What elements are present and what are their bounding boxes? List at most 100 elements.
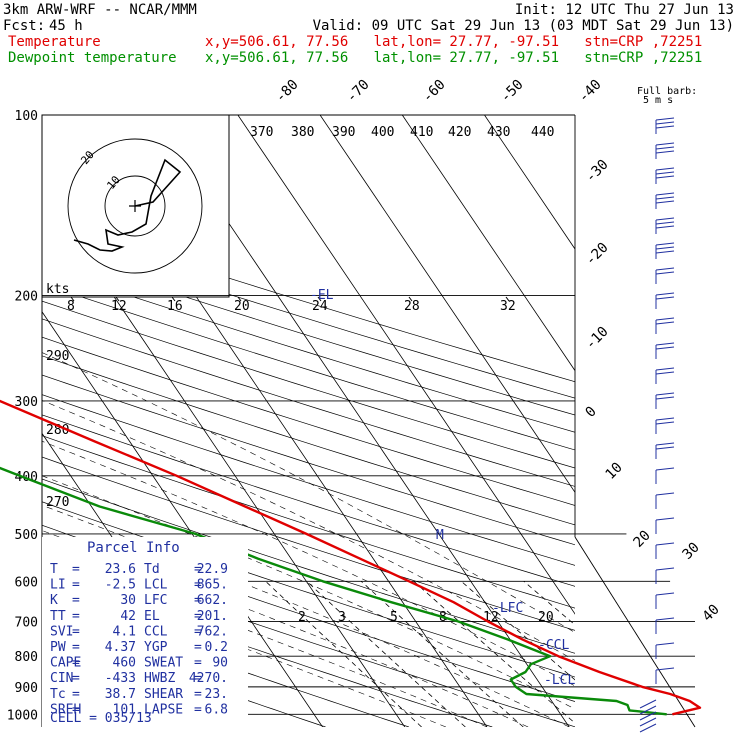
- dry-adiabat: [42, 283, 575, 451]
- mixing-ratio-label: 3: [338, 610, 346, 625]
- wind-barb: [655, 267, 675, 284]
- wind-barb-low: [639, 723, 657, 733]
- wind-scale-label: 28: [404, 299, 420, 314]
- wind-barb-flag: [655, 592, 675, 596]
- model-title: 3km ARW-WRF -- NCAR/MMM: [3, 2, 197, 18]
- wind-barb-flag: [655, 421, 675, 425]
- parcel-equals: =: [194, 624, 202, 639]
- parcel-param-name: HWBZ: [144, 671, 175, 686]
- parcel-equals: =: [72, 671, 80, 686]
- parcel-equals: =: [194, 671, 202, 686]
- wind-barb-flag: [655, 225, 675, 229]
- isotherm-label: 40: [700, 602, 723, 625]
- wind-barb: [655, 342, 675, 359]
- wind-barbs: Full barb:5 m s: [637, 86, 697, 733]
- moist-adiabat: [42, 504, 570, 727]
- wind-barb: [655, 492, 675, 509]
- parcel-param-value: 42: [120, 609, 136, 624]
- wind-barb-flag: [655, 167, 675, 171]
- isotherm-label: 0: [583, 404, 600, 421]
- wind-scale-tick: [317, 296, 322, 302]
- isotherm-label: -70: [344, 77, 373, 106]
- wind-scale-tick: [505, 296, 510, 302]
- wind-barb-flag: [655, 200, 675, 204]
- theta-label: 380: [291, 125, 314, 140]
- wind-scale-label: 8: [67, 299, 75, 314]
- forecast-hour: 45 h: [49, 18, 83, 34]
- dry-adiabat: [42, 355, 575, 526]
- level-marker-m: M: [436, 528, 444, 543]
- wind-scale-label: 32: [500, 299, 516, 314]
- mixing-ratio-line: [306, 581, 466, 727]
- theta-label: 390: [332, 125, 355, 140]
- wind-barb-flag: [655, 542, 675, 546]
- parcel-param-value: 90: [212, 656, 228, 671]
- dry-adiabat: [42, 574, 493, 727]
- parcel-param-value: -2.5: [105, 578, 136, 593]
- mixing-ratio-line: [523, 580, 575, 626]
- parcel-equals: =: [72, 609, 80, 624]
- wind-barb: [655, 292, 675, 309]
- level-marker-lfc: -LFC: [492, 601, 523, 616]
- wind-barb: [655, 117, 675, 134]
- dry-adiabat: [42, 600, 410, 727]
- wind-barb-flag: [655, 567, 675, 571]
- dry-adiabat: [42, 336, 575, 506]
- isotherm-line: [237, 115, 575, 615]
- parcel-equals: =: [194, 578, 202, 593]
- theta-label: 420: [448, 125, 471, 140]
- wind-scale-label: 12: [111, 299, 127, 314]
- wind-barb-flag: [655, 371, 675, 375]
- isotherm-label: 30: [680, 540, 703, 563]
- parcel-equals: =: [72, 656, 80, 671]
- wind-barb: [655, 617, 675, 634]
- theta-label-left: 270: [46, 495, 69, 510]
- pressure-tick-label: 800: [15, 650, 38, 665]
- level-marker-el: -EL: [310, 288, 334, 303]
- wind-barb-low: [639, 717, 657, 727]
- forecast-label: Fcst:: [3, 18, 46, 34]
- dry-adiabat: [42, 266, 575, 433]
- pressure-tick-label: 500: [15, 528, 38, 543]
- temperature-station-info: x,y=506.61, 77.56 lat,lon= 27.77, -97.51…: [205, 34, 703, 50]
- theta-label: 430: [487, 125, 510, 140]
- parcel-equals: =: [72, 562, 80, 577]
- parcel-param-value: 662.: [197, 593, 228, 608]
- wind-barb: [655, 567, 675, 584]
- wind-barb-flag: [655, 125, 675, 129]
- parcel-param-value: 460: [113, 656, 136, 671]
- parcel-param-name: K: [50, 593, 58, 608]
- dry-adiabat: [42, 249, 575, 416]
- hodograph-ring: [104, 175, 166, 237]
- wind-barb: [655, 392, 675, 409]
- parcel-equals: =: [72, 593, 80, 608]
- wind-barb: [655, 417, 675, 434]
- moist-adiabat: [42, 352, 575, 633]
- mixing-ratio-label: 20: [538, 610, 554, 625]
- parcel-param-name: LI: [50, 578, 66, 593]
- pressure-tick-label: 300: [15, 395, 38, 410]
- dewpoint-legend-label: Dewpoint temperature: [8, 50, 177, 66]
- parcel-param-value: 6.8: [205, 702, 228, 717]
- parcel-param-value: -433: [105, 671, 136, 686]
- wind-barb-flag: [655, 667, 675, 671]
- wind-scale-tick: [115, 296, 120, 302]
- parcel-info-title: Parcel Info: [87, 540, 180, 556]
- parcel-param-value: 201.: [197, 609, 228, 624]
- parcel-equals: =: [194, 640, 202, 655]
- parcel-param-value: 23.6: [105, 562, 136, 577]
- wind-barb-flag: [655, 292, 675, 296]
- wind-barb: [655, 642, 675, 659]
- dry-adiabat: [42, 217, 575, 383]
- wind-barb-low: [639, 711, 657, 721]
- temperature-profile: [0, 399, 702, 716]
- wind-barb-flag: [655, 346, 675, 350]
- wind-barb: [655, 142, 675, 159]
- parcel-param-name: YGP: [144, 640, 168, 655]
- parcel-equals: =: [72, 702, 80, 717]
- parcel-param-name: Tc: [50, 687, 66, 702]
- isotherm-line: [319, 115, 575, 493]
- wind-barb-flag: [655, 417, 675, 421]
- dewpoint-station-info: x,y=506.61, 77.56 lat,lon= 27.77, -97.51…: [205, 50, 703, 66]
